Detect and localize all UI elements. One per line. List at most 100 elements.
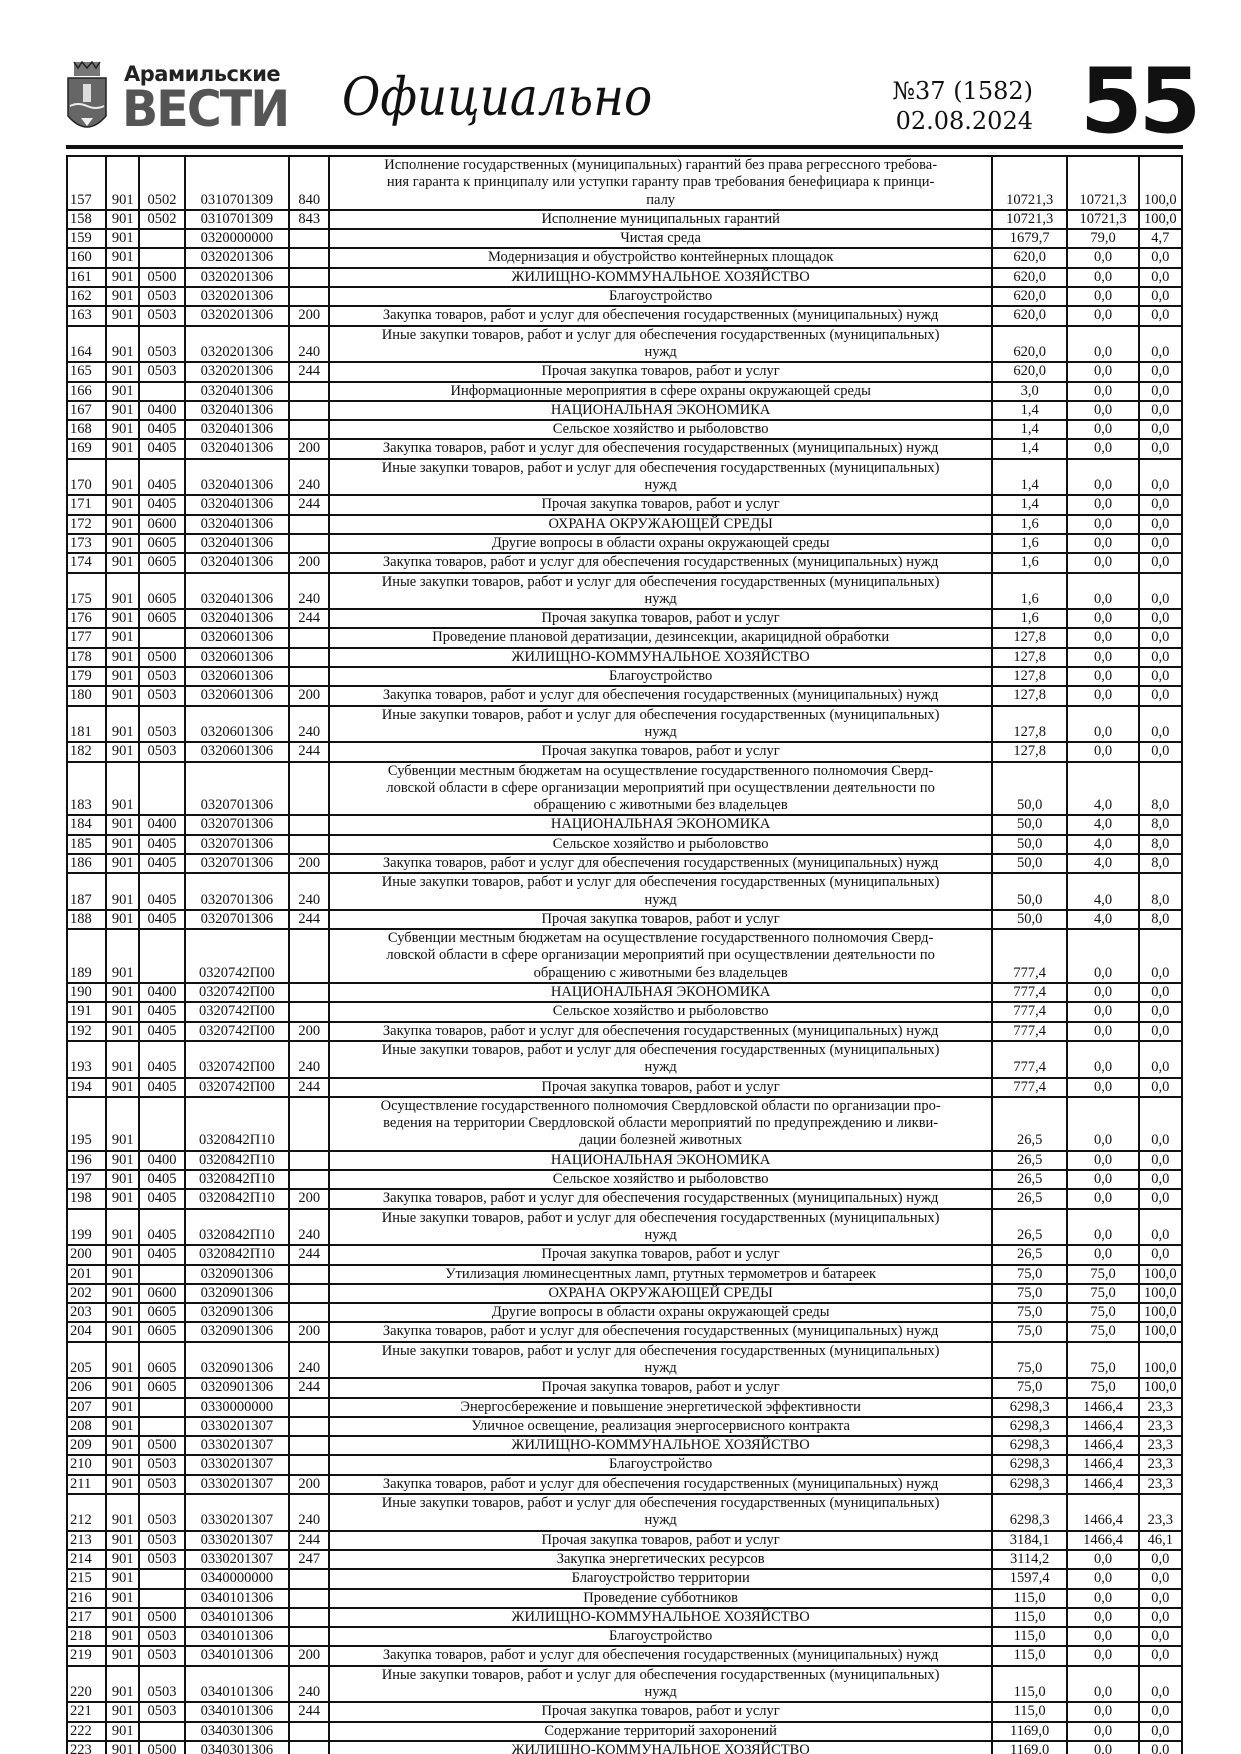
target-article-code: 0330201307 (183, 1529, 291, 1551)
target-article-code: 0320401306 (183, 532, 291, 555)
execution-percent: 0,0 (1137, 1149, 1184, 1172)
executed-amount: 0,0 (1066, 1626, 1140, 1648)
executed-amount: 75,0 (1066, 1321, 1140, 1343)
target-article-code: 0340101306 (183, 1606, 291, 1629)
execution-percent: 0,0 (1137, 247, 1184, 269)
target-article-code: 0320701306 (183, 872, 291, 911)
planned-amount: 75,0 (990, 1321, 1069, 1343)
grbs-code: 901 (105, 1415, 141, 1438)
planned-amount: 50,0 (990, 908, 1069, 931)
target-article-code: 0320742П00 (183, 1039, 291, 1079)
grbs-code: 901 (105, 324, 141, 364)
planned-amount: 1169,0 (990, 1720, 1069, 1742)
target-article-code: 0320601306 (183, 627, 291, 649)
target-article-code: 0340101306 (183, 1626, 291, 1648)
planned-amount: 777,4 (990, 1039, 1069, 1079)
execution-percent: 0,0 (1137, 928, 1184, 985)
expense-type-code: 240 (288, 457, 331, 497)
table-row: 210 901 0503 0330201307 Благоустройство 6298,… (65, 1454, 1184, 1476)
description: Субвенции местным бюджетам на осуществле… (328, 760, 993, 817)
row-number: 158 (65, 208, 108, 231)
expense-type-code (288, 266, 331, 289)
table-row: 211 901 0503 0330201307 200 Закупка товаров, … (65, 1473, 1184, 1496)
executed-amount: 0,0 (1066, 399, 1140, 422)
executed-amount: 79,0 (1066, 228, 1140, 250)
table-row: 162 901 0503 0320201306 Благоустройство 620,0… (65, 286, 1184, 308)
expense-type-code (288, 814, 331, 836)
expense-type-code: 240 (288, 1664, 331, 1704)
execution-percent: 0,0 (1137, 1001, 1184, 1023)
row-number: 174 (65, 552, 108, 574)
description: Прочая закупка товаров, работ и услуг (328, 361, 993, 383)
executed-amount: 0,0 (1066, 438, 1140, 460)
executed-amount: 0,0 (1066, 552, 1140, 574)
execution-percent: 100,0 (1137, 155, 1184, 211)
execution-percent: 0,0 (1137, 513, 1184, 535)
section-code: 0600 (138, 513, 186, 535)
executed-amount: 0,0 (1066, 380, 1140, 402)
logo-top-text: Арамильские (124, 62, 281, 86)
grbs-code: 901 (105, 627, 141, 649)
description: НАЦИОНАЛЬНАЯ ЭКОНОМИКА (328, 1149, 993, 1172)
expense-type-code (288, 399, 331, 422)
executed-amount: 1466,4 (1066, 1396, 1140, 1418)
planned-amount: 3114,2 (990, 1548, 1069, 1571)
section-code (138, 760, 186, 817)
execution-percent: 0,0 (1137, 1095, 1184, 1152)
row-number: 198 (65, 1188, 108, 1210)
executed-amount: 0,0 (1066, 1149, 1140, 1172)
expense-type-code: 240 (288, 704, 331, 744)
description: НАЦИОНАЛЬНАЯ ЭКОНОМИКА (328, 814, 993, 836)
execution-percent: 0,0 (1137, 741, 1184, 763)
grbs-code: 901 (105, 852, 141, 875)
planned-amount: 10721,3 (990, 208, 1069, 231)
section-code: 0405 (138, 833, 186, 855)
execution-percent: 0,0 (1137, 1568, 1184, 1590)
section-code: 0500 (138, 1739, 186, 1754)
target-article-code: 0320201306 (183, 266, 291, 289)
execution-percent: 0,0 (1137, 361, 1184, 383)
expense-type-code: 240 (288, 1493, 331, 1532)
executed-amount: 0,0 (1066, 247, 1140, 269)
expense-type-code (288, 928, 331, 985)
grbs-code: 901 (105, 1095, 141, 1152)
row-number: 205 (65, 1340, 108, 1380)
row-number: 199 (65, 1207, 108, 1247)
planned-amount: 1,6 (990, 532, 1069, 555)
section-code (138, 627, 186, 649)
section-code: 0503 (138, 1701, 186, 1723)
target-article-code: 0340101306 (183, 1645, 291, 1667)
grbs-code: 901 (105, 833, 141, 855)
row-number: 200 (65, 1244, 108, 1266)
row-number: 207 (65, 1396, 108, 1418)
description: Уличное освещение, реализация энергосерв… (328, 1415, 993, 1438)
grbs-code: 901 (105, 208, 141, 231)
expense-type-code (288, 1720, 331, 1742)
table-row: 193 901 0405 0320742П00 240 Иные закупки това… (65, 1039, 1184, 1079)
description: Проведение субботников (328, 1587, 993, 1609)
grbs-code: 901 (105, 982, 141, 1004)
table-row: 161 901 0500 0320201306 ЖИЛИЩНО-КОММУНАЛЬНОЕ… (65, 266, 1184, 289)
executed-amount: 4,0 (1066, 833, 1140, 855)
table-row: 218 901 0503 0340101306 Благоустройство 115,0… (65, 1626, 1184, 1648)
section-code: 0405 (138, 457, 186, 497)
grbs-code: 901 (105, 1039, 141, 1079)
target-article-code: 0320701306 (183, 760, 291, 817)
section-code: 0405 (138, 1020, 186, 1042)
row-number: 214 (65, 1548, 108, 1571)
executed-amount: 1466,4 (1066, 1435, 1140, 1457)
planned-amount: 1,6 (990, 608, 1069, 630)
description: Иные закупки товаров, работ и услуг для … (328, 872, 993, 911)
executed-amount: 10721,3 (1066, 208, 1140, 231)
row-number: 216 (65, 1587, 108, 1609)
grbs-code: 901 (105, 1169, 141, 1191)
execution-percent: 23,3 (1137, 1493, 1184, 1532)
expense-type-code: 244 (288, 741, 331, 763)
expense-type-code (288, 247, 331, 269)
expense-type-code: 240 (288, 1039, 331, 1079)
description: Закупка товаров, работ и услуг для обесп… (328, 1188, 993, 1210)
target-article-code: 0320401306 (183, 399, 291, 422)
table-row: 204 901 0605 0320901306 200 Закупка товаров, … (65, 1321, 1184, 1343)
description: Содержание территорий захоронений (328, 1720, 993, 1742)
executed-amount: 0,0 (1066, 1568, 1140, 1590)
